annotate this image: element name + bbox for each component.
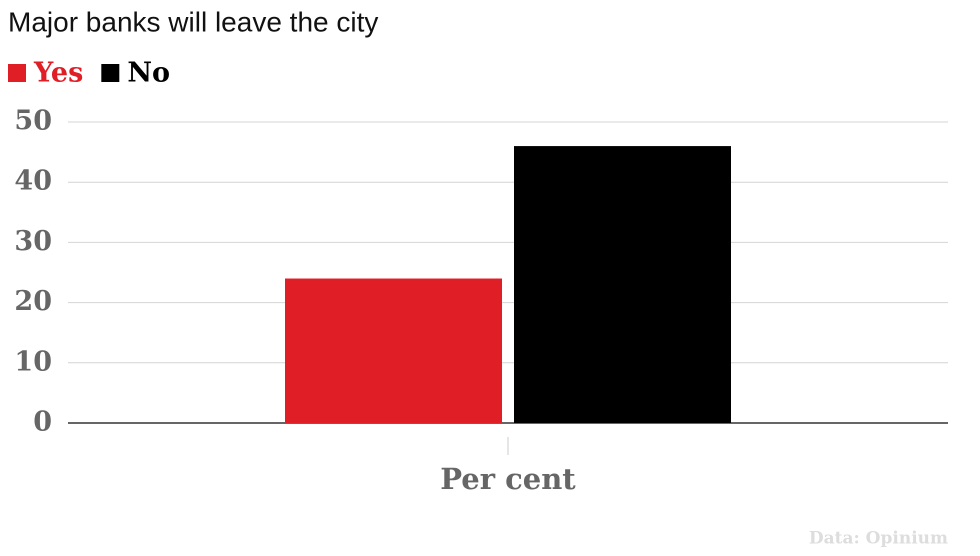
y-tick-label: 10 [14, 346, 52, 377]
legend-swatch [8, 64, 26, 82]
legend-label: Yes [33, 58, 83, 89]
y-tick-label: 0 [33, 407, 52, 438]
y-tick-label: 20 [14, 286, 52, 317]
y-tick-label: 30 [14, 226, 52, 257]
y-tick-label: 40 [14, 166, 52, 197]
bar [285, 278, 502, 423]
bar [514, 146, 731, 423]
x-tick-label: Per cent [440, 462, 576, 496]
source-note: Data: Opinium [809, 529, 948, 549]
y-tick-label: 50 [14, 106, 52, 137]
legend-label: No [127, 58, 170, 89]
chart-title: Major banks will leave the city [8, 6, 378, 37]
legend-swatch [101, 64, 120, 82]
